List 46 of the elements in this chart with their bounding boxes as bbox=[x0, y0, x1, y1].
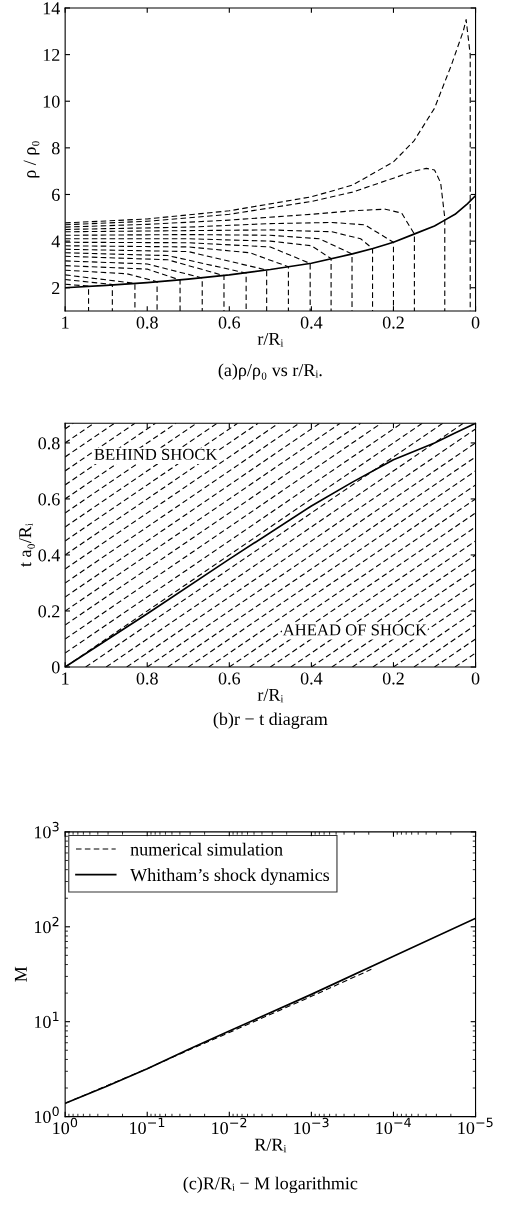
x-tick-label: 10$^{−4}$ bbox=[376, 1117, 411, 1135]
x-tick-label: 0.2 bbox=[382, 672, 404, 685]
y-tick-label: 4 bbox=[51, 235, 61, 248]
y-tick-label: 10$^{1}$ bbox=[34, 1011, 59, 1029]
x-axis-title: r/Rᵢ bbox=[257, 688, 284, 703]
text: (a)ρ/ρ₀ vs r/Rᵢ. bbox=[218, 363, 322, 380]
x-tick-label: 10$^{−3}$ bbox=[294, 1117, 329, 1135]
x-tick-label: 10$^{−1}$ bbox=[130, 1117, 165, 1135]
x-tick-label: 0 bbox=[471, 316, 480, 329]
x-tick-label: 10$^{−2}$ bbox=[212, 1117, 247, 1135]
y-axis-title: M bbox=[14, 966, 27, 982]
text: (b)r − t diagram bbox=[213, 712, 328, 729]
y-tick-label: 6 bbox=[52, 188, 60, 201]
x-tick-label: 1 bbox=[62, 316, 69, 329]
annotation: BEHIND SHOCK bbox=[94, 448, 218, 461]
x-tick-label: 1 bbox=[62, 672, 69, 685]
y-tick-label: 14 bbox=[43, 2, 61, 15]
y-tick-label: 8 bbox=[51, 142, 60, 155]
x-tick-label: 0 bbox=[471, 672, 480, 685]
x-tick-label: 0.6 bbox=[218, 672, 241, 685]
legend-label: Whitham’s shock dynamics bbox=[130, 868, 330, 885]
legend-label: numerical simulation bbox=[130, 842, 283, 856]
x-axis-title: R/Rᵢ bbox=[254, 1138, 287, 1153]
x-tick-label: 0.2 bbox=[382, 316, 404, 329]
x-tick-label: 0.4 bbox=[300, 316, 323, 329]
x-tick-label: 0.8 bbox=[136, 316, 158, 329]
y-tick-label: 10 bbox=[43, 95, 60, 108]
annotation: AHEAD OF SHOCK bbox=[282, 624, 427, 636]
y-tick-label: 12 bbox=[43, 48, 60, 61]
y-axis-title: ρ / ρ₀ bbox=[23, 141, 40, 178]
y-tick-label: 10$^{0}$ bbox=[34, 1106, 59, 1123]
y-tick-label: 0.8 bbox=[38, 437, 60, 450]
y-axis-title: t a₀/Rᵢ bbox=[19, 523, 35, 567]
y-tick-label: 10$^{2}$ bbox=[34, 916, 59, 934]
y-tick-label: 0.2 bbox=[38, 605, 60, 618]
x-tick-label: 10$^{−5}$ bbox=[458, 1117, 493, 1135]
y-tick-label: 2 bbox=[52, 282, 60, 294]
x-tick-label: 0.6 bbox=[218, 316, 241, 329]
y-tick-label: 0 bbox=[51, 661, 60, 674]
x-tick-label: 0.4 bbox=[300, 672, 323, 685]
x-axis-title: r/Rᵢ bbox=[257, 332, 284, 347]
y-tick-label: 0.6 bbox=[38, 493, 60, 506]
x-tick-label: 0.8 bbox=[136, 672, 158, 685]
text: (c)R/Rᵢ − M logarithmic bbox=[183, 1176, 358, 1194]
y-tick-label: 10$^{3}$ bbox=[34, 821, 59, 839]
y-tick-label: 0.4 bbox=[38, 549, 61, 562]
